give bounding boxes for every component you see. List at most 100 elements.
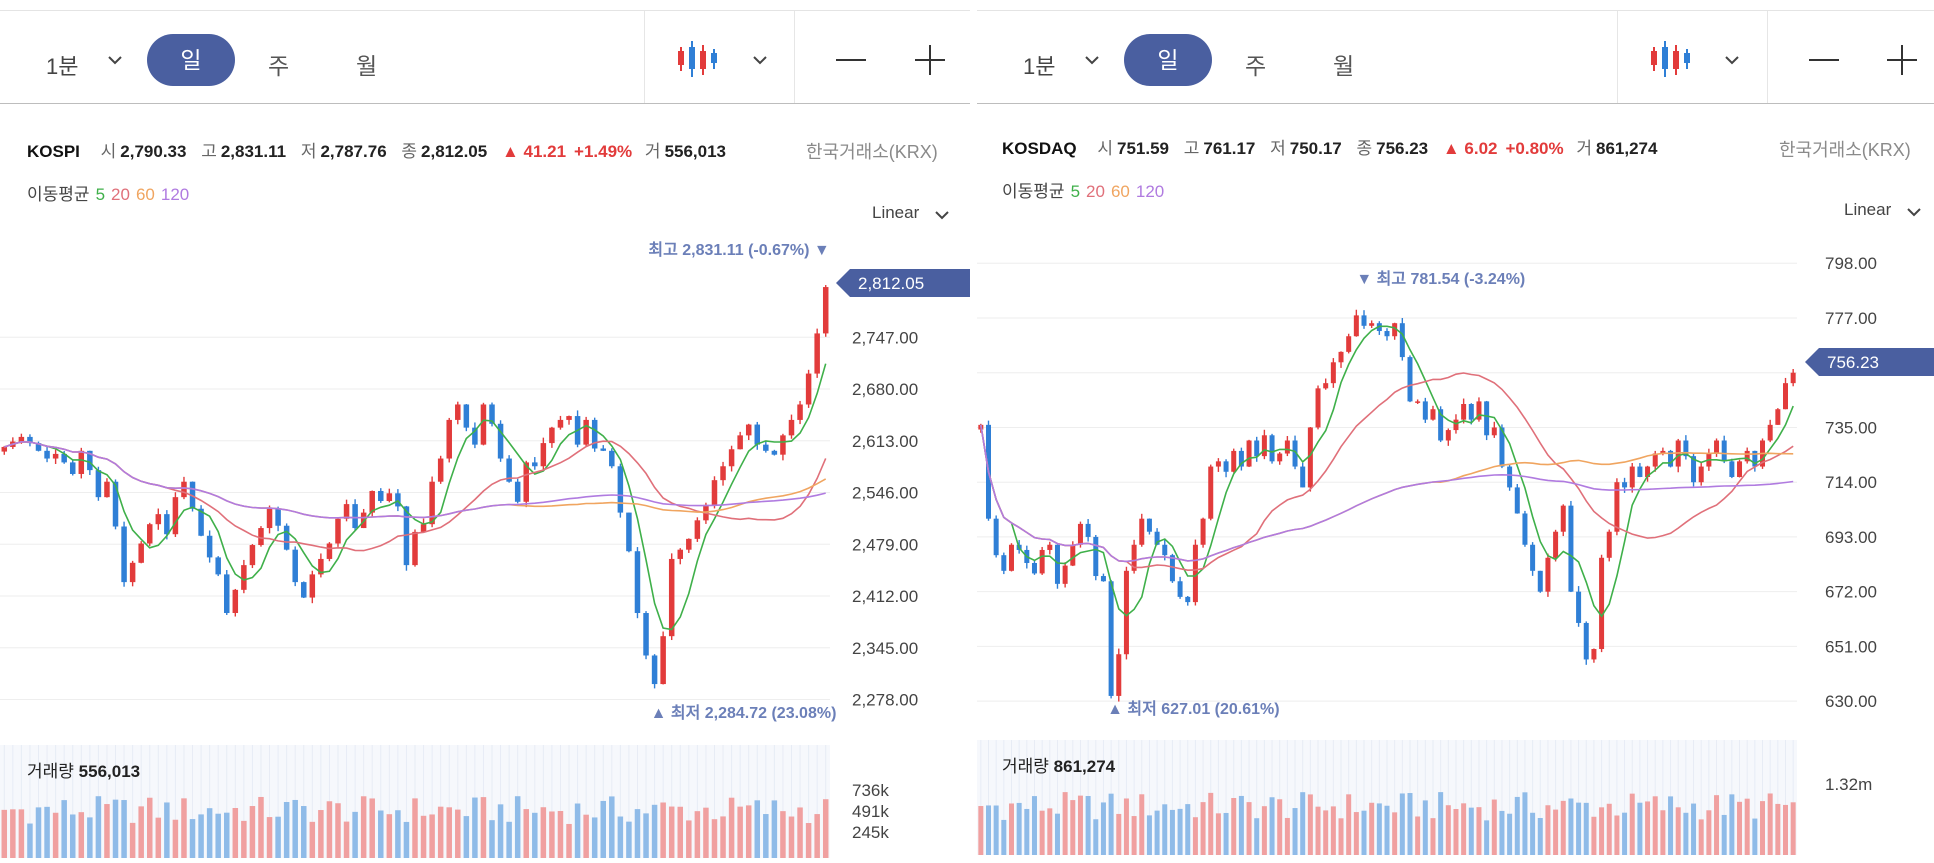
candle-body — [138, 543, 144, 563]
candle-body — [1292, 440, 1298, 467]
period-month-button[interactable]: 월 — [1333, 53, 1355, 79]
period-day-button[interactable]: 일 — [1124, 34, 1212, 86]
y-tick-label: 693.00 — [1825, 528, 1877, 547]
scale-select[interactable]: Linear — [1844, 200, 1892, 219]
volume-bar — [1223, 812, 1229, 855]
volume-bar — [1737, 801, 1743, 855]
candle-body — [1146, 518, 1152, 532]
kosdaq-candlestick-chart[interactable]: 630.00 651.00 672.00 693.00 714.00 735.00 777.… — [977, 0, 1934, 863]
candle-body — [728, 449, 735, 467]
volume-bar — [1783, 804, 1789, 855]
chevron-down-icon[interactable] — [934, 207, 950, 223]
candle-body — [455, 404, 461, 420]
candle-body — [249, 545, 256, 566]
volume-bar — [420, 815, 427, 858]
candle-body — [677, 549, 684, 559]
volume-bar — [1039, 810, 1045, 855]
volume-bar — [1392, 812, 1398, 855]
volume-bar — [600, 800, 606, 858]
candle-body — [711, 480, 718, 505]
chevron-down-icon[interactable] — [751, 51, 769, 69]
candle-body — [1085, 523, 1091, 537]
candle-body — [224, 574, 230, 614]
volume-bar — [557, 810, 564, 858]
chevron-down-icon[interactable] — [1083, 51, 1101, 69]
volume-tick-label: 736k — [852, 781, 889, 800]
kospi-candlestick-chart[interactable]: 2,278.00 2,345.00 2,412.00 2,479.00 2,546.00… — [0, 0, 970, 863]
chevron-down-icon[interactable] — [106, 51, 124, 69]
period-month-button[interactable]: 월 — [356, 53, 378, 79]
zoom-out-icon[interactable] — [1809, 53, 1839, 67]
high-value: 761.17 — [1203, 139, 1256, 158]
volume-bar — [78, 812, 85, 858]
low-value: 750.17 — [1289, 139, 1342, 158]
ma-5-line — [4, 363, 827, 631]
volume-bar — [797, 807, 803, 858]
scale-select[interactable]: Linear — [872, 203, 920, 222]
candlestick-icon[interactable] — [1648, 37, 1692, 81]
interval-select[interactable]: 1분 — [1023, 54, 1056, 79]
volume-bar — [292, 799, 298, 858]
zoom-in-icon[interactable] — [1887, 45, 1917, 75]
candle-body — [1660, 450, 1666, 454]
volume-bar — [335, 803, 341, 858]
candle-body — [1652, 453, 1658, 467]
volume-bar — [1315, 806, 1321, 855]
volume-bar — [1729, 794, 1735, 855]
volume-bar — [1323, 810, 1329, 855]
candle-body — [1683, 440, 1689, 457]
volume-bar — [1116, 813, 1122, 855]
chevron-down-icon[interactable] — [1906, 204, 1922, 220]
candle-body — [1001, 555, 1007, 571]
volume-bar — [1070, 800, 1076, 855]
candle-body — [412, 531, 418, 566]
volume-bar — [1591, 816, 1597, 855]
candlestick-icon[interactable] — [675, 37, 719, 81]
candle-body — [1185, 596, 1191, 603]
candle-body — [1223, 461, 1229, 472]
volume-bar — [155, 817, 162, 858]
volume-bar — [1744, 798, 1750, 855]
zoom-in-icon[interactable] — [915, 45, 945, 75]
candle-body — [87, 450, 93, 471]
open-label: 시 — [1097, 139, 1113, 158]
candle-body — [1269, 435, 1275, 462]
volume-bar — [1553, 809, 1559, 855]
volume-bar — [1637, 802, 1643, 855]
volume-bar — [241, 820, 247, 858]
y-tick-label: 2,345.00 — [852, 639, 918, 658]
volume-bar — [814, 814, 820, 858]
y-tick-label: 777.00 — [1825, 309, 1877, 328]
candle-body — [1599, 557, 1605, 650]
open-value: 2,790.33 — [120, 142, 187, 161]
candle-body — [1284, 440, 1290, 454]
zoom-out-icon[interactable] — [836, 53, 866, 67]
period-week-button[interactable]: 주 — [1245, 53, 1267, 79]
volume-bar — [258, 796, 264, 858]
chevron-down-icon[interactable] — [1723, 51, 1741, 69]
period-week-button[interactable]: 주 — [268, 53, 290, 79]
volume-bar — [395, 810, 401, 858]
candle-body — [1116, 654, 1122, 696]
volume-bar — [540, 807, 547, 858]
volume-bar — [1261, 806, 1267, 855]
candle-body — [232, 589, 239, 614]
symbol-name: KOSPI — [27, 142, 80, 161]
candle-body — [591, 419, 598, 449]
candle-body — [617, 466, 624, 513]
period-day-button[interactable]: 일 — [147, 34, 235, 86]
candle-body — [472, 427, 478, 445]
moving-average-legend: 이동평균 5 20 60 120 — [27, 180, 195, 205]
candle-body — [27, 436, 33, 444]
volume-bar — [301, 806, 307, 858]
moving-average-legend: 이동평균 5 20 60 120 — [1002, 177, 1170, 202]
interval-select[interactable]: 1분 — [46, 54, 79, 79]
candle-body — [771, 450, 778, 455]
volume-bar — [643, 813, 649, 858]
volume-title-value: 556,013 — [78, 762, 141, 781]
volume-bar — [737, 806, 743, 858]
candle-body — [780, 435, 786, 455]
volume-bar — [1698, 819, 1704, 855]
candle-body — [1553, 531, 1559, 558]
candle-body — [643, 613, 649, 656]
